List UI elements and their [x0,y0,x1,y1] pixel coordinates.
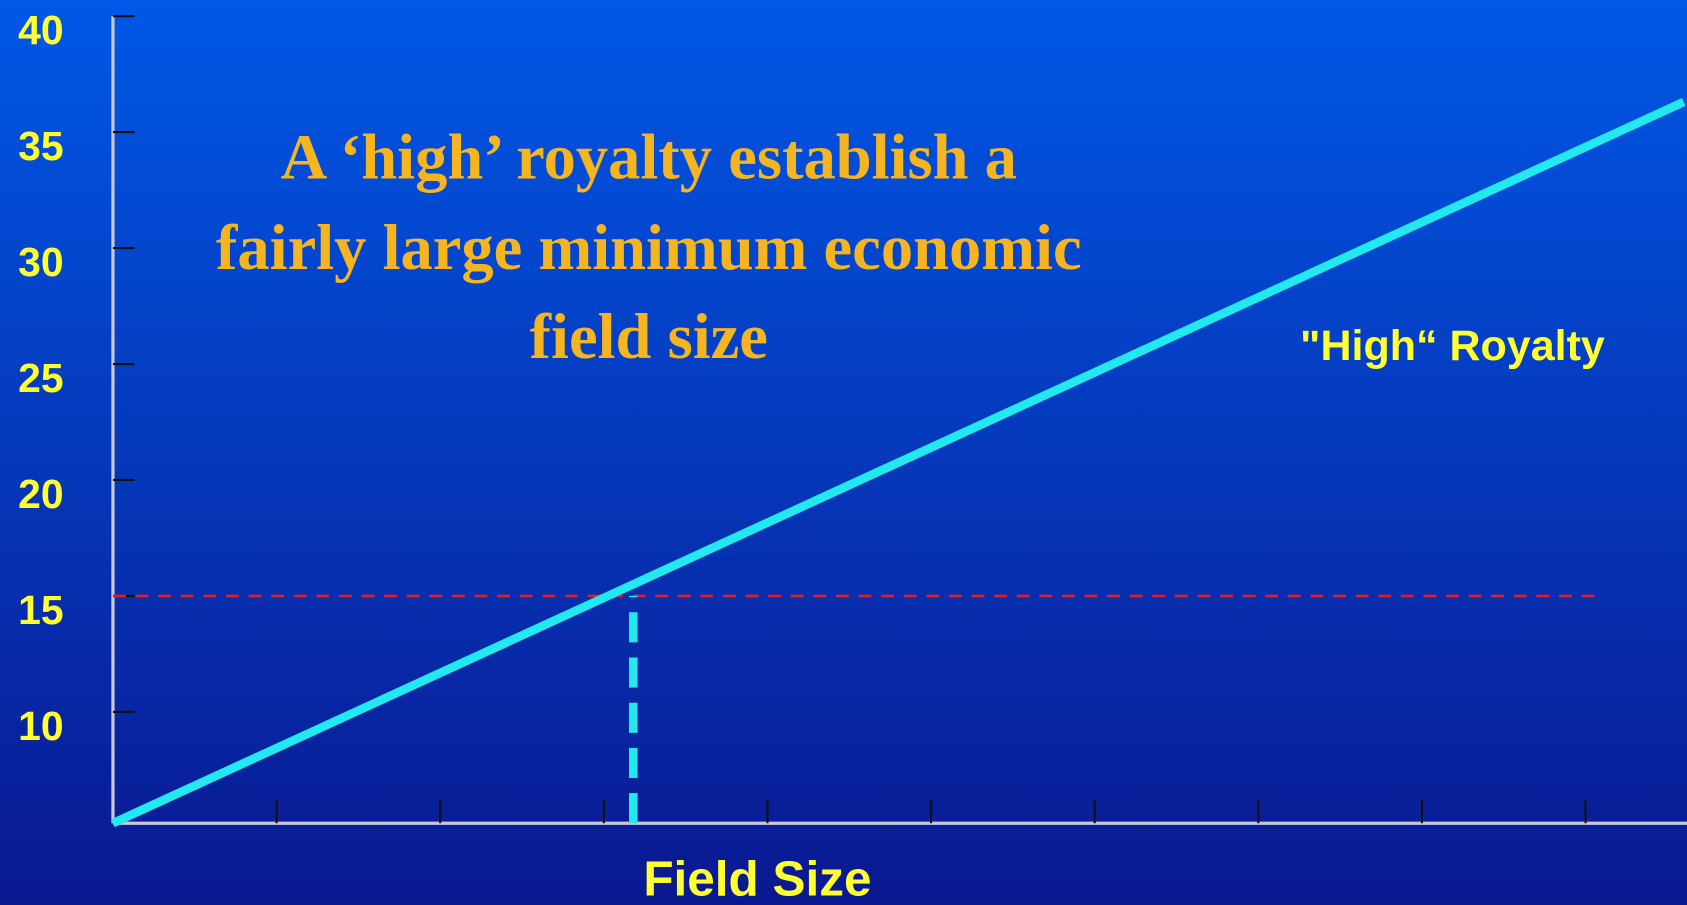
annotation: A ‘high’ royalty establish a [281,120,1017,192]
annotation: field size [530,300,768,372]
series-label: "High“ Royalty [1300,322,1605,370]
y-tick-label: 25 [18,355,63,401]
y-tick-label: 35 [18,123,63,169]
x-axis-label: Field Size [643,851,871,905]
y-tick-label: 10 [18,703,63,749]
y-tick-label: 15 [18,587,63,633]
y-tick-label: 40 [18,7,63,53]
y-tick-label: 30 [18,239,63,285]
annotation: fairly large minimum economic [216,211,1082,283]
y-tick-label: 20 [18,471,63,517]
series-line [111,98,1686,828]
